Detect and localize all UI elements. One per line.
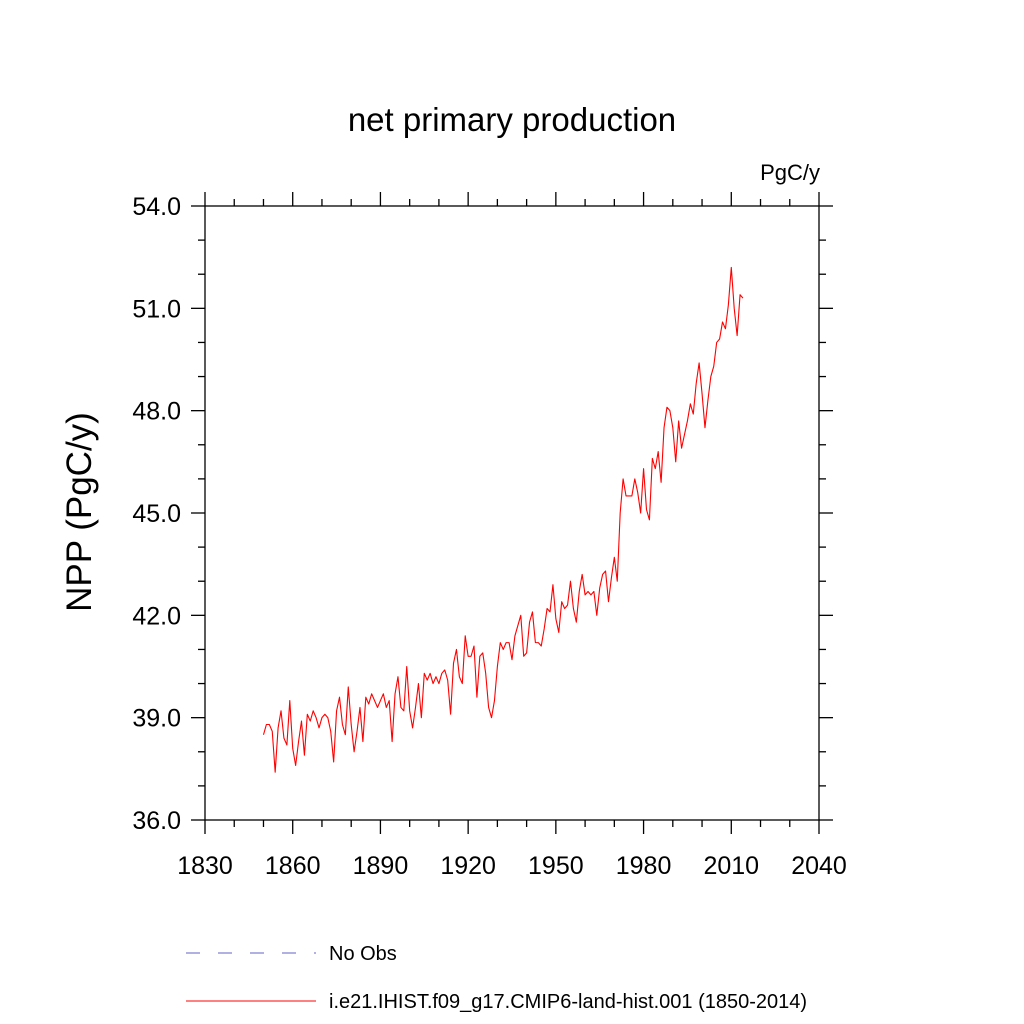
y-tick-label: 36.0 xyxy=(132,807,181,835)
x-tick-label: 1920 xyxy=(440,852,496,880)
series-line xyxy=(262,266,744,773)
axis-ticks xyxy=(191,192,833,834)
legend-label-no-obs: No Obs xyxy=(329,943,397,965)
legend: No Obs i.e21.IHIST.f09_g17.CMIP6-land-hi… xyxy=(186,943,807,1013)
x-tick-label: 1950 xyxy=(528,852,584,880)
y-tick-label: 51.0 xyxy=(132,295,181,323)
y-tick-label: 42.0 xyxy=(132,602,181,630)
units-label: PgC/y xyxy=(760,160,820,185)
y-tick-label: 45.0 xyxy=(132,500,181,528)
x-tick-label: 1980 xyxy=(616,852,672,880)
x-tick-label: 1890 xyxy=(353,852,409,880)
y-tick-label: 48.0 xyxy=(132,398,181,426)
legend-label-model: i.e21.IHIST.f09_g17.CMIP6-land-hist.001 … xyxy=(329,991,807,1013)
chart-title: net primary production xyxy=(348,101,676,138)
x-tick-label: 2040 xyxy=(791,852,847,880)
y-tick-label: 54.0 xyxy=(132,193,181,221)
y-tick-label: 39.0 xyxy=(132,705,181,733)
x-tick-label: 1860 xyxy=(265,852,321,880)
tick-labels: 1830 1860 1890 1920 1950 1980 2010 2040 36.0 39.0… xyxy=(132,193,846,880)
plot-frame xyxy=(204,205,820,821)
x-tick-label: 1830 xyxy=(177,852,233,880)
y-axis-label: NPP (PgC/y) xyxy=(60,412,99,612)
series-layer xyxy=(262,266,744,773)
x-tick-label: 2010 xyxy=(703,852,759,880)
